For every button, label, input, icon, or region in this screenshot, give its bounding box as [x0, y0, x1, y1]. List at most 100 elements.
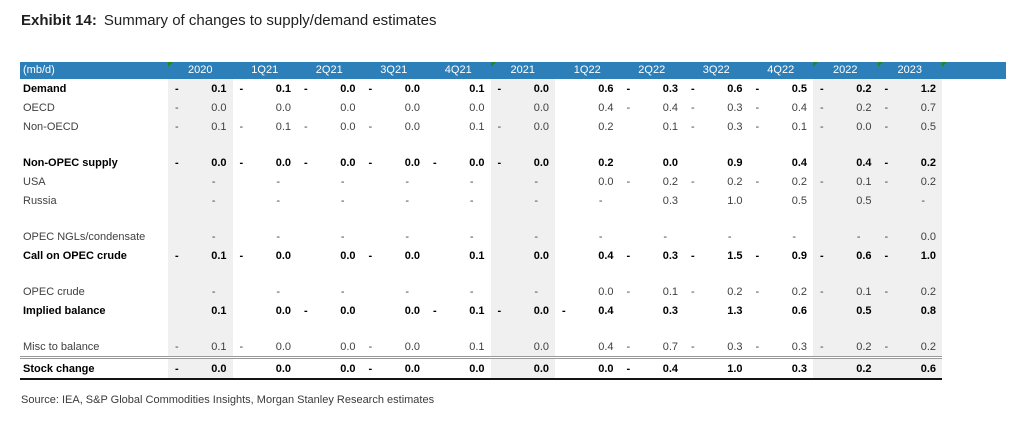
value-cell: 0.1	[168, 301, 233, 320]
minus-sign: -	[626, 362, 631, 375]
cell-value: 0.1	[211, 304, 227, 317]
table-row: Misc to balance -0.1-0.0 0.0-0.0 0.1 0.0 0.4-…	[20, 337, 942, 356]
cell-value: 0.0	[275, 101, 291, 114]
value-cell: - 0.3	[620, 246, 685, 265]
minus-sign: -	[755, 340, 760, 353]
value-cell: 1.0	[684, 359, 749, 378]
value-cell	[877, 210, 942, 227]
cell-value: 0.0	[275, 362, 291, 375]
null-dash: -	[727, 230, 732, 243]
value-cell: -	[233, 227, 298, 246]
minus-sign: -	[884, 340, 889, 353]
minus-sign: -	[884, 156, 889, 169]
null-dash: -	[792, 230, 796, 243]
cell-value: 0.1	[856, 285, 872, 298]
minus-sign: -	[691, 340, 695, 353]
value-cell: - 0.5	[749, 79, 814, 98]
minus-sign: -	[691, 120, 695, 133]
value-cell: -	[620, 227, 685, 246]
minus-sign: -	[497, 82, 502, 95]
value-cell: - 0.0	[490, 153, 555, 172]
value-cell: - 0.0	[297, 301, 362, 320]
value-cell	[555, 136, 620, 153]
minus-sign: -	[175, 82, 179, 95]
value-cell	[877, 136, 942, 153]
cell-value: 0.3	[791, 362, 807, 375]
minus-sign: -	[239, 82, 244, 95]
cell-value: 0.0	[533, 304, 549, 317]
minus-sign: -	[626, 82, 631, 95]
minus-sign: -	[239, 249, 244, 262]
value-cell: - 0.0	[362, 359, 427, 378]
cell-value: 0.0	[404, 362, 420, 375]
value-cell: - 0.0	[362, 79, 427, 98]
exhibit-title-text: Summary of changes to supply/demand esti…	[103, 12, 437, 29]
column-header-label: 2022	[833, 64, 858, 76]
value-cell: 0.1	[426, 117, 491, 136]
value-cell: - 0.0	[426, 153, 491, 172]
table-row: Demand -0.1-0.1-0.0-0.0 0.1-0.0 0.6-0.3-0.6…	[20, 79, 942, 98]
value-cell: -	[233, 172, 298, 191]
cell-value: 0.0	[211, 156, 227, 169]
null-dash: -	[276, 194, 280, 207]
comment-marker-icon	[813, 62, 818, 67]
value-cell	[168, 265, 233, 282]
minus-sign: -	[239, 156, 244, 169]
value-cell	[297, 136, 362, 153]
value-cell: - 0.0	[490, 117, 555, 136]
minus-sign: -	[368, 120, 373, 133]
value-cell	[426, 210, 491, 227]
value-cell: -	[168, 227, 233, 246]
table-row: Non-OECD -0.1-0.1-0.0-0.0 0.1-0.0 0.2 0.1-0.…	[20, 117, 942, 136]
cell-value: 0.5	[920, 120, 936, 133]
value-cell: - 0.5	[877, 117, 942, 136]
cell-value: 1.3	[727, 304, 743, 317]
cell-value: 1.0	[920, 249, 936, 262]
cell-value: 0.0	[404, 120, 420, 133]
minus-sign: -	[755, 285, 760, 298]
value-cell: 0.1	[620, 117, 685, 136]
cell-value: 0.4	[662, 362, 678, 375]
value-cell: 0.6	[877, 359, 942, 378]
null-dash: -	[534, 175, 538, 188]
cell-value: 1.5	[727, 249, 743, 262]
cell-value: 0.0	[598, 175, 614, 188]
null-dash: -	[598, 230, 603, 243]
null-dash: -	[534, 194, 538, 207]
value-cell: -	[297, 172, 362, 191]
value-cell: -	[490, 191, 555, 210]
value-cell: 0.0	[297, 246, 362, 265]
value-cell: 0.4	[555, 98, 620, 117]
value-cell: 0.0	[555, 359, 620, 378]
cell-value: 0.6	[920, 362, 936, 375]
column-header-3Q22: 3Q22	[684, 62, 749, 79]
table-row: Implied balance 0.1 0.0-0.0 0.0-0.1-0.0-0.4…	[20, 301, 942, 320]
minus-sign: -	[884, 230, 889, 243]
table-row: Stock change -0.0 0.0 0.0-0.0 0.0 0.0 0.0-0.4 1…	[20, 356, 942, 378]
value-cell: - 0.2	[877, 337, 942, 356]
value-cell: 0.3	[620, 191, 685, 210]
table-row	[20, 210, 942, 227]
cell-value: 0.2	[856, 362, 872, 375]
value-cell: -	[233, 191, 298, 210]
cell-value: 0.2	[920, 175, 936, 188]
null-dash: -	[211, 230, 216, 243]
minus-sign: -	[368, 362, 373, 375]
value-cell: - 0.0	[168, 359, 233, 378]
cell-value: 0.0	[275, 156, 291, 169]
cell-value: 0.2	[662, 175, 678, 188]
minus-sign: -	[755, 249, 760, 262]
value-cell	[168, 320, 233, 337]
table-row: USA - - - - - -0.0-0.2-0.2-0.2-0.1-0.2	[20, 172, 942, 191]
null-dash: -	[211, 285, 216, 298]
minus-sign: -	[820, 285, 824, 298]
minus-sign: -	[304, 82, 308, 95]
cell-value: 0.2	[727, 285, 743, 298]
null-dash: -	[211, 194, 216, 207]
value-cell	[297, 265, 362, 282]
value-cell: -	[490, 172, 555, 191]
value-cell	[749, 210, 814, 227]
value-cell: 0.0	[490, 246, 555, 265]
cell-value: 0.1	[469, 120, 485, 133]
cell-value: 0.2	[598, 156, 614, 169]
